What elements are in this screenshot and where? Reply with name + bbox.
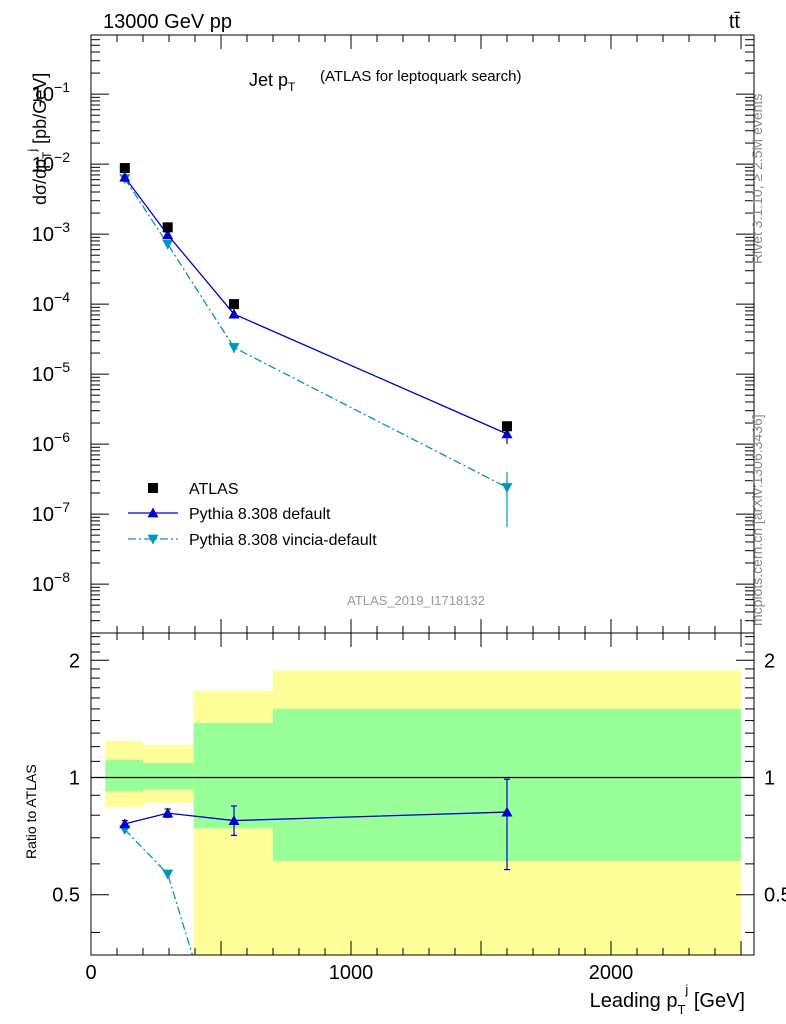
main-point-vincia (501, 483, 513, 493)
ratio-y-tick-label-right: 1 (764, 767, 775, 789)
y-tick-label: 10−6 (32, 429, 70, 456)
y-tick-label-base: 10 (32, 84, 54, 106)
main-point-atlas (119, 163, 130, 174)
ratio-y-tick-label-left: 2 (69, 650, 80, 672)
main-point-atlas (229, 299, 239, 310)
ratio-point-default (162, 807, 174, 818)
main-point-atlas (502, 421, 512, 432)
legend-marker-atlas (148, 483, 158, 493)
ratio-y-tick-label-left: 1 (69, 767, 80, 789)
x-axis-label-sup: j (684, 982, 688, 997)
main-title: Jet pT (249, 70, 296, 94)
y-tick-label-exponent: −5 (54, 359, 70, 375)
main-line-default (124, 176, 508, 435)
x-axis-label-text: Leading p (590, 990, 678, 1012)
x-axis-label-sub: T (677, 1002, 685, 1017)
main-point-atlas (162, 222, 173, 233)
main-point-default (119, 171, 131, 182)
legend-label: Pythia 8.308 vincia-default (189, 532, 377, 549)
ratio-frame (90, 632, 755, 956)
ratio-point-default (228, 815, 240, 825)
y-tick-label-base: 10 (32, 504, 54, 526)
main-point-default (162, 229, 174, 240)
main-y-axis-label-unit: [pb/GeV] (30, 73, 50, 149)
main-y-axis-label-sub: T (40, 151, 54, 159)
y-tick-label-exponent: −3 (54, 219, 70, 235)
y-tick-label: 10−7 (32, 499, 70, 526)
main-subtitle: (ATLAS for leptoquark search) (320, 68, 521, 85)
ratio-point-default (501, 806, 513, 817)
y-tick-label: 10−3 (32, 219, 70, 246)
ratio-y-tick-label-right: 0.5 (764, 885, 786, 907)
y-tick-label: 10−8 (32, 569, 70, 596)
y-tick-label-base: 10 (32, 154, 54, 176)
mcplots-label: mcplots.cern.ch [arXiv:1306.3436] (749, 414, 765, 626)
main-point-default (228, 308, 240, 319)
x-tick-label: 2000 (589, 962, 634, 984)
y-tick-label: 10−1 (32, 79, 70, 106)
main-y-axis-label-sup: j (25, 149, 39, 153)
ratio-line-vincia (124, 829, 194, 956)
y-tick-label-base: 10 (32, 294, 54, 316)
y-tick-label-base: 10 (32, 574, 54, 596)
y-tick-label-exponent: −7 (54, 499, 70, 515)
main-y-axis-label: dσ/dpTj [pb/GeV] (25, 73, 54, 205)
ratio-line-default (124, 811, 508, 825)
ratio-band-inner-1 (143, 762, 194, 790)
y-tick-label-exponent: −8 (54, 569, 70, 585)
ratio-y-tick-label-left: 0.5 (52, 885, 80, 907)
process-label: tt̄ (729, 11, 741, 33)
ratio-series (119, 778, 513, 956)
ratio-y-tick-label-right: 2 (764, 650, 775, 672)
main-point-vincia (228, 343, 240, 353)
x-axis-label-unit: [GeV] (688, 990, 745, 1012)
y-tick-label-base: 10 (32, 224, 54, 246)
y-tick-label-base: 10 (32, 364, 54, 386)
main-line-vincia (124, 178, 508, 489)
main-point-vincia (162, 239, 174, 250)
legend-marker (147, 534, 159, 545)
axes: 0 1000 200010−810−710−610−510−410−310−210−… (32, 35, 786, 984)
legend-label: ATLAS (189, 481, 239, 498)
ratio-point-default (119, 818, 131, 829)
legend-marker (147, 507, 159, 518)
y-tick-label-base: 10 (32, 434, 54, 456)
x-tick-label: 0 (85, 962, 96, 984)
legend: ATLAS Pythia 8.308 default Pythia 8.308 vi… (128, 481, 377, 549)
analysis-watermark: ATLAS_2019_I1718132 (347, 593, 485, 608)
main-title-text: Jet p (249, 70, 288, 90)
y-tick-label: 10−4 (32, 289, 70, 316)
ratio-band-inner-0 (105, 759, 143, 792)
energy-label: 13000 GeV pp (103, 11, 232, 33)
y-tick-label-exponent: −6 (54, 429, 70, 445)
y-tick-label-exponent: −1 (54, 79, 70, 95)
ratio-bands (105, 670, 741, 955)
y-tick-label: 10−5 (32, 359, 70, 386)
y-tick-label-exponent: −2 (54, 149, 70, 165)
main-title-subscript: T (288, 80, 296, 94)
main-point-default (501, 428, 513, 439)
ratio-y-axis-label: Ratio to ATLAS (23, 764, 39, 859)
legend-label: Pythia 8.308 default (189, 506, 331, 523)
x-axis-label: Leading pTj [GeV] (590, 982, 745, 1017)
main-series (119, 163, 513, 528)
rivet-version-label: Rivet 3.1.10, ≥ 2.5M events (749, 94, 765, 264)
main-y-axis-label-text: dσ/dp (30, 159, 50, 205)
y-tick-label: 10−2 (32, 149, 70, 176)
ratio-band-inner-2 (193, 723, 273, 829)
ratio-point-vincia (162, 869, 174, 880)
x-tick-label: 1000 (329, 962, 374, 984)
y-tick-label-exponent: −4 (54, 289, 70, 305)
